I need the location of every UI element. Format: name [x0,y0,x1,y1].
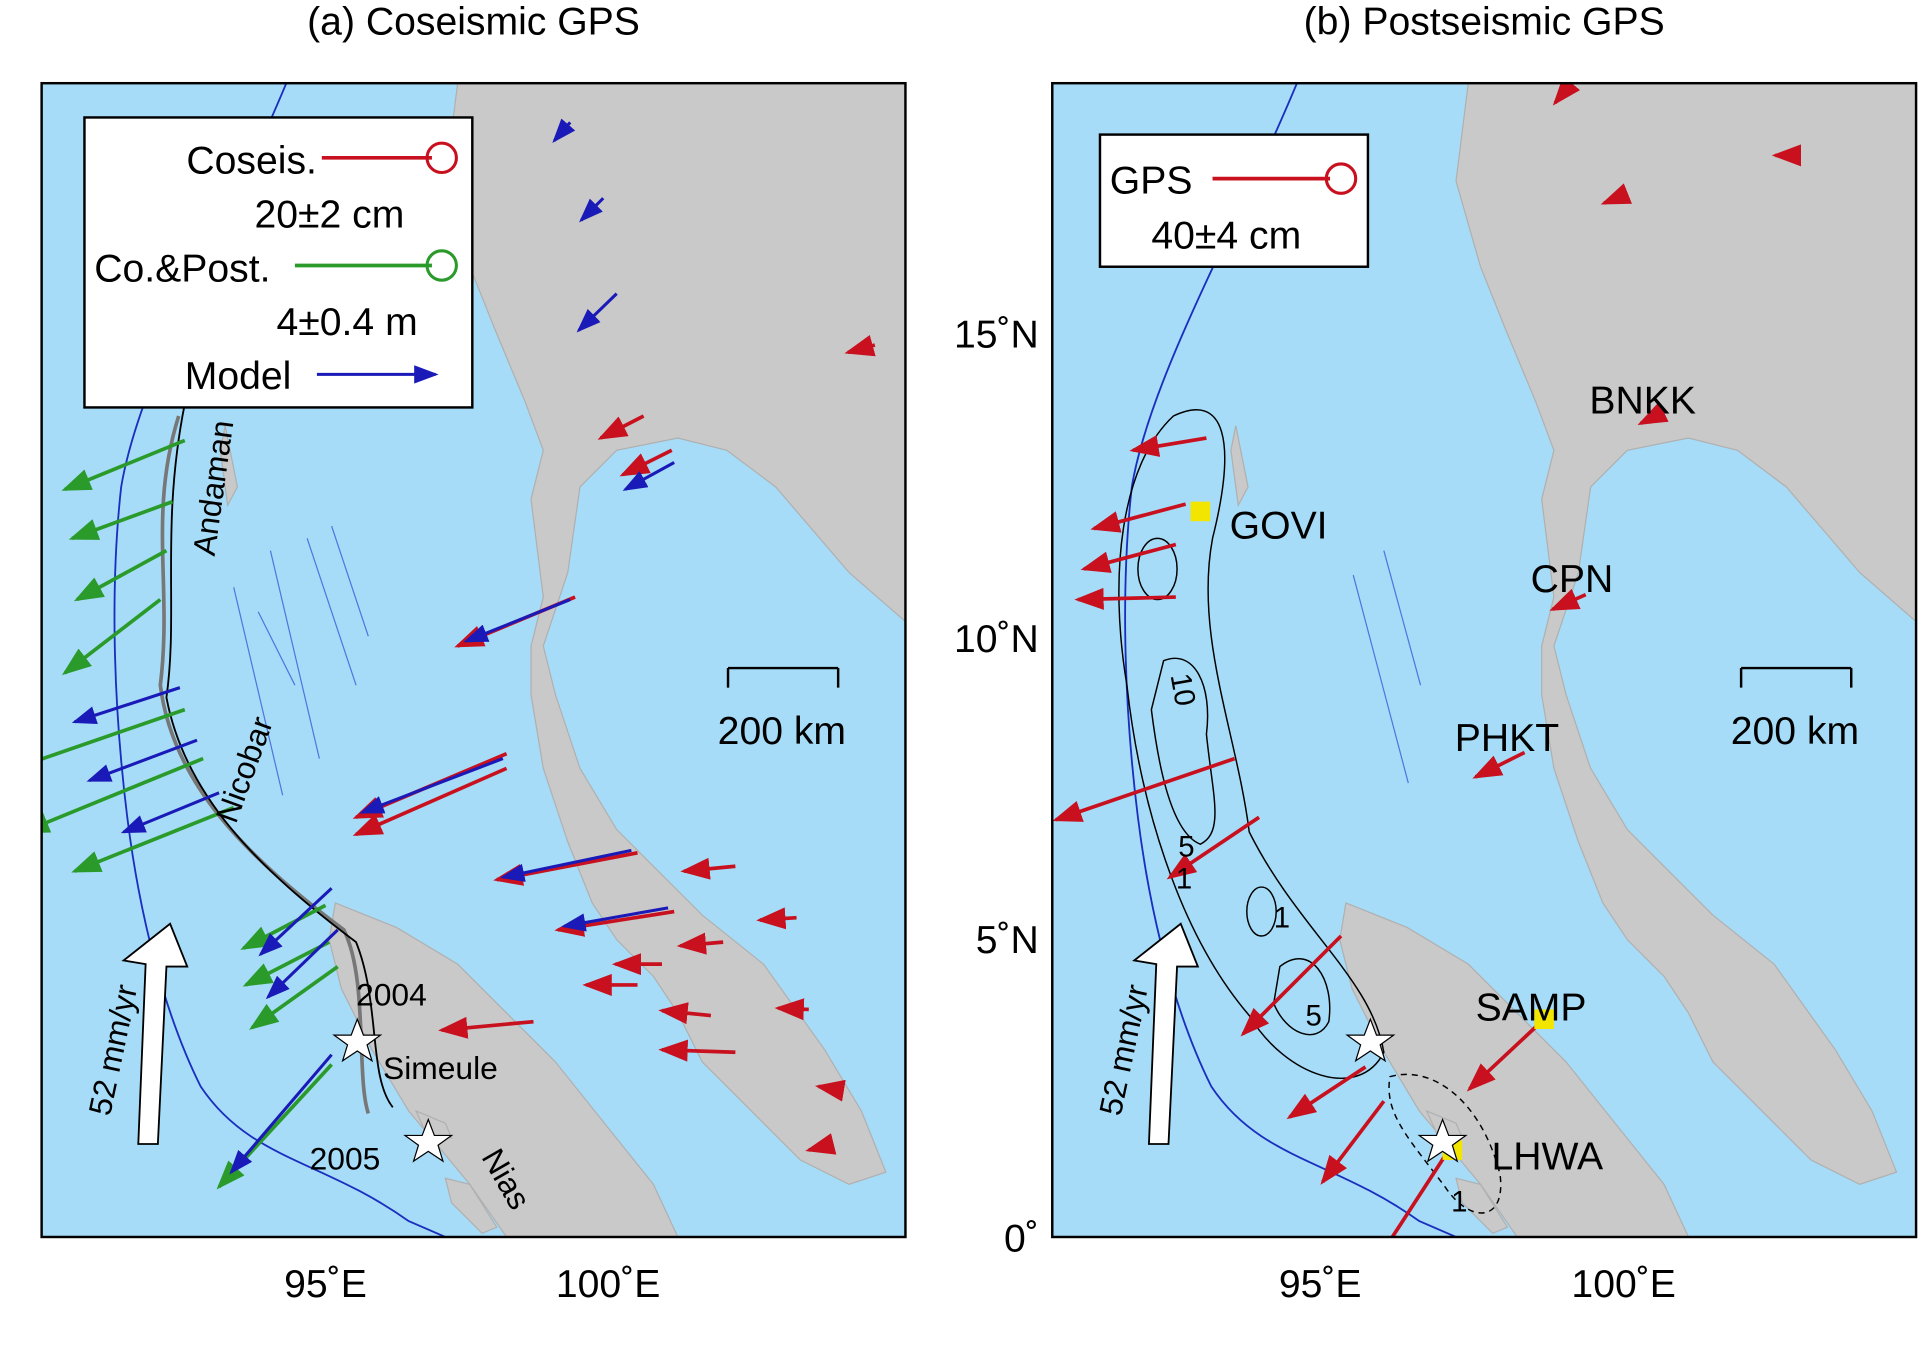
legend-label: 40±4 cm [1151,214,1301,257]
legend-label: 4±0.4 m [277,301,418,344]
annotation: 2004 [356,977,427,1013]
contour-label: 5 [1178,830,1194,863]
scale-bar-label: 200 km [1731,710,1859,753]
station-label: GOVI [1230,504,1328,547]
panel-title: (a) Coseismic GPS [307,0,640,43]
contour-label: 10 [1164,671,1202,709]
y-axis-label: 10˚N [954,618,1039,661]
x-axis-label: 95˚E [1279,1263,1362,1306]
legend-label: Model [185,355,292,398]
annotation: 2005 [310,1141,381,1177]
panel-a: (a) Coseismic GPS [40,0,907,1306]
legend-label: Co.&Post. [94,247,270,290]
y-axis-label: 5˚N [976,919,1039,962]
contour-label: 1 [1176,862,1192,895]
contour-label: 1 [1451,1185,1467,1218]
annotation: Simeule [383,1050,498,1086]
legend-label: Coseis. [186,140,317,183]
station-label: LHWA [1492,1136,1605,1179]
panel-b: (b) Postseismic GPS [954,0,1918,1306]
x-axis-label: 100˚E [556,1263,660,1306]
station-label: PHKT [1455,717,1559,760]
panel-title: (b) Postseismic GPS [1304,0,1665,43]
y-axis-label: 15˚N [954,313,1039,356]
y-axis-label: 0˚ [1004,1218,1039,1261]
legend-label: 20±2 cm [255,194,405,237]
contour-label: 1 [1274,901,1290,934]
station-label: CPN [1531,558,1614,601]
x-axis-label: 95˚E [284,1263,367,1306]
scale-bar-label: 200 km [718,710,846,753]
x-axis-label: 100˚E [1571,1263,1675,1306]
station-label: SAMP [1476,986,1587,1029]
legend-label: GPS [1110,159,1193,202]
station-label: BNKK [1589,380,1696,423]
contour-label: 5 [1306,999,1322,1032]
